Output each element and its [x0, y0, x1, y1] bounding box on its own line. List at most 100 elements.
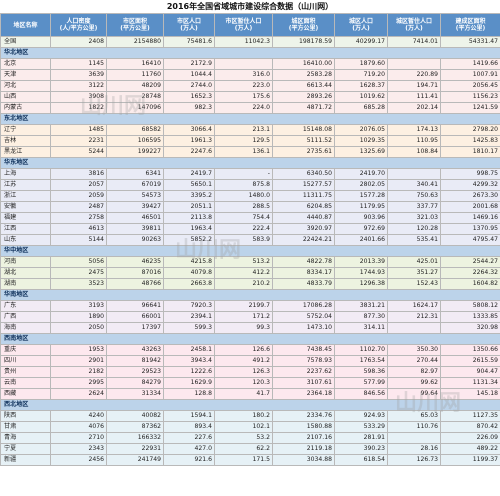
value-cell: 5244	[50, 146, 107, 158]
value-cell: 16410.00	[272, 58, 335, 70]
value-cell: 4833.79	[272, 278, 335, 290]
value-cell: 126.3	[214, 366, 273, 378]
value-cell: 2456	[50, 454, 107, 466]
value-cell: 174.13	[387, 124, 441, 136]
value-cell: 1628.37	[334, 80, 388, 92]
value-cell: 7438.45	[272, 344, 335, 356]
value-cell: 46501	[106, 212, 164, 224]
value-cell: 4795.47	[440, 234, 500, 246]
value-cell: 877.30	[334, 311, 388, 323]
value-cell: 2001.68	[440, 201, 500, 213]
value-cell: 754.4	[214, 212, 273, 224]
value-cell: 226.09	[440, 432, 500, 444]
value-cell: 719.20	[334, 69, 388, 81]
value-cell: 67019	[106, 179, 164, 191]
value-cell: 48209	[106, 80, 164, 92]
value-cell: 2057	[50, 179, 107, 191]
value-cell: 213.1	[214, 124, 273, 136]
table-row: 安徽 2487 39427 2051.1 288.5 6204.85 1179.95 337.…	[0, 201, 500, 213]
value-cell: 7414.01	[387, 36, 441, 48]
value-cell: 2408	[50, 36, 107, 48]
value-cell: 66001	[106, 311, 164, 323]
value-cell: 68582	[106, 124, 164, 136]
table-row: 河北 3122 48209 2744.0 223.0 6613.44 1628.37 194.…	[0, 80, 500, 92]
value-cell: 171.2	[214, 311, 273, 323]
table-row: 广东 3193 96641 7920.3 2199.7 17086.28 3831.21 16…	[0, 300, 500, 312]
region-name-cell: 内蒙古	[0, 102, 51, 114]
value-cell: 46235	[106, 256, 164, 268]
value-cell: 1179.95	[334, 201, 388, 213]
value-cell: 1604.82	[440, 278, 500, 290]
value-cell: 598.36	[334, 366, 388, 378]
value-cell: 3920.97	[272, 223, 335, 235]
value-cell: 145.18	[440, 388, 500, 400]
value-cell: 224.0	[214, 102, 273, 114]
value-cell: 28748	[106, 91, 164, 103]
value-cell: 220.89	[387, 69, 441, 81]
table-row: 北京 1145 16410 2172.9 16410.00 1879.60 1419.66	[0, 58, 500, 70]
value-cell: 2237.62	[272, 366, 335, 378]
region-name-cell: 福建	[0, 212, 51, 224]
value-cell: 535.41	[387, 234, 441, 246]
value-cell: 893.4	[163, 421, 215, 433]
value-cell: 53.2	[214, 432, 273, 444]
value-cell: 1961.3	[163, 135, 215, 147]
region-header: 华东地区	[0, 157, 500, 169]
value-cell: 1222.6	[163, 366, 215, 378]
value-cell: 82.97	[387, 366, 441, 378]
value-cell: 1425.83	[440, 135, 500, 147]
region-name-cell: 天津	[0, 69, 51, 81]
value-cell: 6341	[106, 168, 164, 180]
value-cell: 41.7	[214, 388, 273, 400]
value-cell: 412.2	[214, 267, 273, 279]
value-cell: 3523	[50, 278, 107, 290]
value-cell	[387, 432, 441, 444]
table-row: 西藏 2624 31334 128.8 41.7 2364.18 846.56 99.64 14…	[0, 388, 500, 400]
value-cell: 2419.7	[163, 168, 215, 180]
value-cell: 2758	[50, 212, 107, 224]
value-cell: 171.5	[214, 454, 273, 466]
value-cell: 618.54	[334, 454, 388, 466]
value-cell: 2231	[50, 135, 107, 147]
value-cell: 96641	[106, 300, 164, 312]
value-cell: 2076.05	[334, 124, 388, 136]
table-row: 贵州 2182 29523 1222.6 126.3 2237.62 598.36 82.97…	[0, 366, 500, 378]
region-header-row: 西北地区	[0, 399, 500, 411]
value-cell	[387, 58, 441, 70]
value-cell: 15148.08	[272, 124, 335, 136]
value-cell: 846.56	[334, 388, 388, 400]
table-row: 云南 2995 84279 1629.9 120.3 3107.61 577.99 99.62…	[0, 377, 500, 389]
value-cell: 3395.2	[163, 190, 215, 202]
table-row: 宁夏 2343 22931 427.0 62.2 2119.18 390.23 28.16 48…	[0, 443, 500, 455]
region-name-cell: 黑龙江	[0, 146, 51, 158]
value-cell: 17086.28	[272, 300, 335, 312]
value-cell: 2013.39	[334, 256, 388, 268]
value-cell: 998.75	[440, 168, 500, 180]
value-cell: 1577.28	[334, 190, 388, 202]
value-cell: 227.6	[163, 432, 215, 444]
value-cell: 65.03	[387, 410, 441, 422]
value-cell: 40299.17	[334, 36, 388, 48]
value-cell: 2802.05	[334, 179, 388, 191]
value-cell: 87016	[106, 267, 164, 279]
value-cell: 316.0	[214, 69, 273, 81]
value-cell: 1241.59	[440, 102, 500, 114]
value-cell: 320.98	[440, 322, 500, 334]
value-cell: 7578.93	[272, 355, 335, 367]
region-name-cell: 贵州	[0, 366, 51, 378]
value-cell: 2182	[50, 366, 107, 378]
value-cell: 180.2	[214, 410, 273, 422]
table-row: 辽宁 1485 68582 3066.4 213.1 15148.08 2076.05 174…	[0, 124, 500, 136]
value-cell: 2401.66	[334, 234, 388, 246]
value-cell: 533.29	[334, 421, 388, 433]
value-cell: 99.3	[214, 322, 273, 334]
value-cell: 350.30	[387, 344, 441, 356]
value-cell: 1963.4	[163, 223, 215, 235]
value-cell: 2663.8	[163, 278, 215, 290]
value-cell	[387, 322, 441, 334]
value-cell: 11311.75	[272, 190, 335, 202]
value-cell: 3831.21	[334, 300, 388, 312]
value-cell: -	[214, 168, 273, 180]
column-header: 市区人口 (万人)	[163, 13, 215, 37]
data-table: 地区名称 人口密度 (人/平方公里) 市区面积 (平方公里) 市区人口 (万人) 市区暂…	[0, 13, 500, 466]
